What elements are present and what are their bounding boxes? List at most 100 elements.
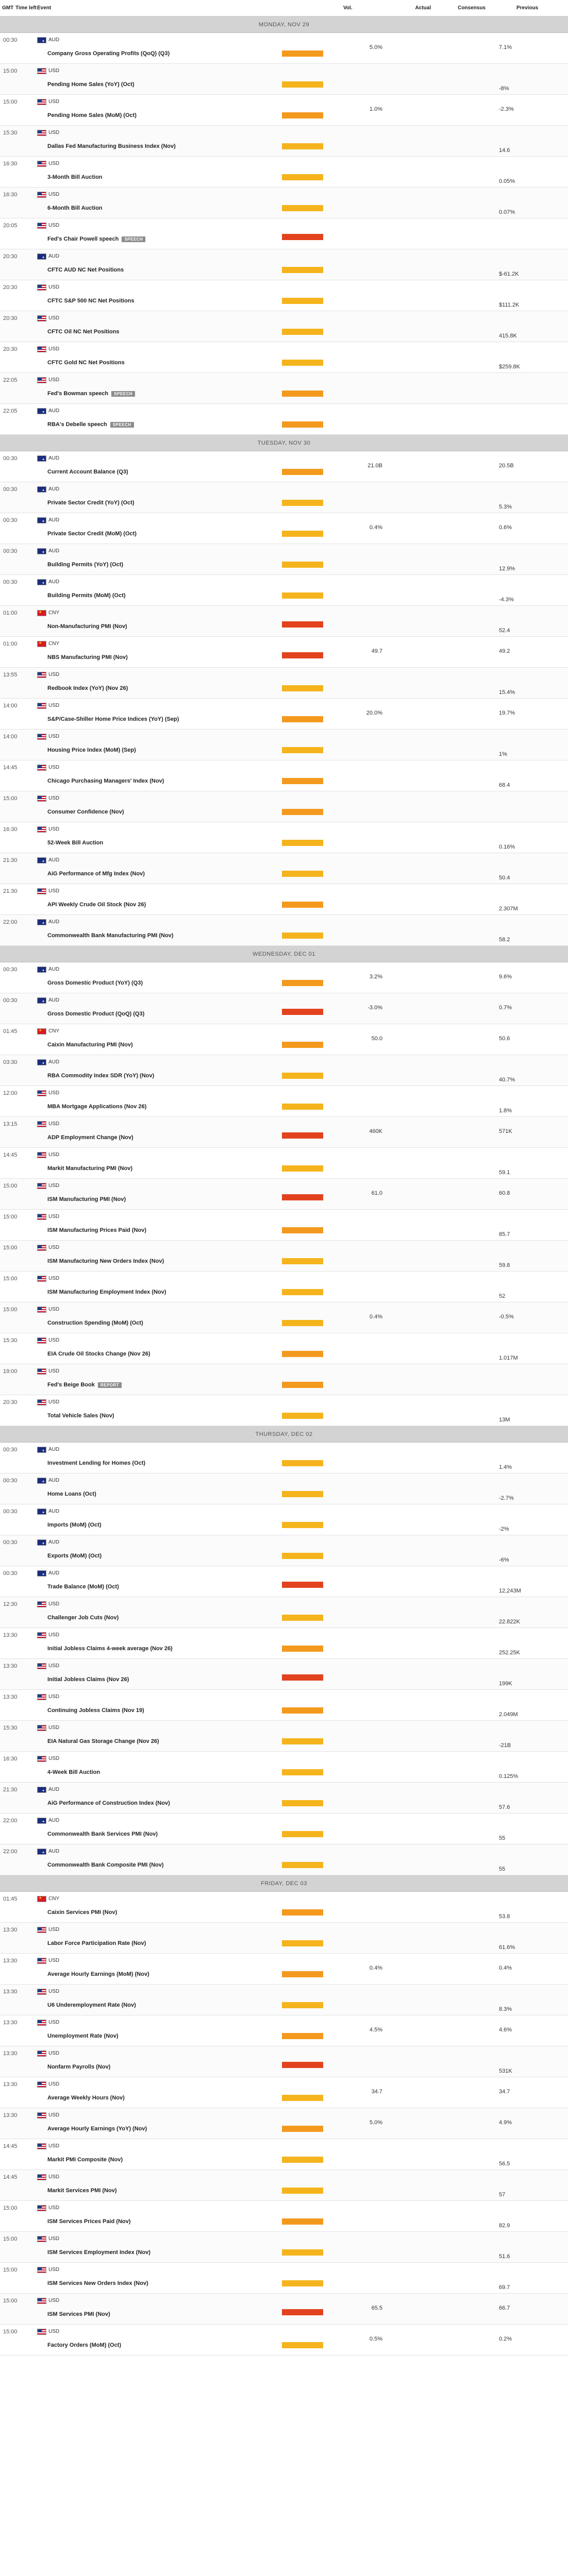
event-name[interactable]: Consumer Confidence (Nov) (47, 809, 124, 815)
event-row[interactable]: 21:30 AUD AiG Performance of Mfg Index (No… (0, 853, 568, 884)
event-name[interactable]: S&P/Case-Shiller Home Price Indices (YoY… (47, 716, 179, 722)
event-row[interactable]: 14:00 USD Housing Price Index (MoM) (Sep) 1… (0, 730, 568, 760)
event-row[interactable]: 14:45 USD Markit Services PMI (Nov) 57 (0, 2170, 568, 2201)
event-name[interactable]: ISM Services Employment Index (Nov) (47, 2249, 151, 2256)
event-row[interactable]: 13:30 USD Initial Jobless Claims 4-week av… (0, 1628, 568, 1659)
event-name[interactable]: Continuing Jobless Claims (Nov 19) (47, 1707, 144, 1714)
event-row[interactable]: 00:30 AUD Imports (MoM) (Oct) -2% (0, 1504, 568, 1535)
event-name[interactable]: API Weekly Crude Oil Stock (Nov 26) (47, 902, 146, 908)
event-name[interactable]: Imports (MoM) (Oct) (47, 1522, 102, 1528)
event-name[interactable]: U6 Underemployment Rate (Nov) (47, 2002, 136, 2008)
event-row[interactable]: 13:30 USD Average Hourly Earnings (MoM) (N… (0, 1954, 568, 1985)
event-row[interactable]: 13:30 USD U6 Underemployment Rate (Nov) 8.3… (0, 1985, 568, 2015)
event-name[interactable]: CFTC AUD NC Net Positions (47, 267, 124, 273)
event-row[interactable]: 00:30 AUD Current Account Balance (Q3) 21.0… (0, 451, 568, 482)
event-name[interactable]: Trade Balance (MoM) (Oct) (47, 1584, 119, 1590)
event-row[interactable]: 13:30 USD Initial Jobless Claims (Nov 26) 1… (0, 1659, 568, 1690)
event-row[interactable]: 22:05 USD Fed's Bowman speech SPEECH (0, 373, 568, 404)
event-row[interactable]: 13:30 USD Labor Force Participation Rate (… (0, 1923, 568, 1954)
event-row[interactable]: 03:30 AUD RBA Commodity Index SDR (YoY) (N… (0, 1055, 568, 1086)
event-row[interactable]: 20:30 USD Total Vehicle Sales (Nov) 13M (0, 1395, 568, 1426)
event-row[interactable]: 01:00 CNY Non-Manufacturing PMI (Nov) 52.4 (0, 606, 568, 637)
event-name[interactable]: Commonwealth Bank Manufacturing PMI (Nov… (47, 933, 174, 939)
event-name[interactable]: CFTC Gold NC Net Positions (47, 360, 125, 366)
event-row[interactable]: 21:30 AUD AiG Performance of Construction … (0, 1783, 568, 1814)
event-row[interactable]: 13:30 USD Continuing Jobless Claims (Nov 1… (0, 1690, 568, 1721)
event-name[interactable]: Building Permits (YoY) (Oct) (47, 562, 124, 568)
event-row[interactable]: 15:00 USD ISM Services Prices Paid (Nov) 82… (0, 2201, 568, 2232)
event-row[interactable]: 22:00 AUD Commonwealth Bank Composite PMI … (0, 1844, 568, 1875)
event-name[interactable]: Fed's Bowman speech (47, 391, 109, 397)
event-row[interactable]: 15:00 USD Pending Home Sales (MoM) (Oct) 1.… (0, 95, 568, 126)
event-row[interactable]: 15:00 USD Factory Orders (MoM) (Oct) 0.5% 0.… (0, 2325, 568, 2355)
event-row[interactable]: 15:30 USD EIA Natural Gas Storage Change (… (0, 1721, 568, 1752)
event-row[interactable]: 16:30 USD 4-Week Bill Auction 0.125% (0, 1752, 568, 1783)
event-name[interactable]: Home Loans (Oct) (47, 1491, 96, 1497)
event-name[interactable]: 6-Month Bill Auction (47, 205, 103, 211)
event-name[interactable]: Initial Jobless Claims (Nov 26) (47, 1676, 129, 1683)
event-row[interactable]: 21:30 USD API Weekly Crude Oil Stock (Nov … (0, 884, 568, 915)
event-name[interactable]: Company Gross Operating Profits (QoQ) (Q… (47, 50, 170, 57)
event-name[interactable]: Average Hourly Earnings (YoY) (Nov) (47, 2126, 147, 2132)
event-name[interactable]: Total Vehicle Sales (Nov) (47, 1413, 114, 1419)
event-row[interactable]: 15:00 USD Pending Home Sales (YoY) (Oct) -8… (0, 64, 568, 95)
event-row[interactable]: 15:00 USD ISM Manufacturing New Orders Ind… (0, 1241, 568, 1272)
event-name[interactable]: Caixin Manufacturing PMI (Nov) (47, 1042, 133, 1048)
event-name[interactable]: MBA Mortgage Applications (Nov 26) (47, 1104, 147, 1110)
event-row[interactable]: 13:30 USD Nonfarm Payrolls (Nov) 531K (0, 2046, 568, 2077)
event-row[interactable]: 01:45 CNY Caixin Services PMI (Nov) 53.8 (0, 1892, 568, 1923)
event-row[interactable]: 16:30 USD 6-Month Bill Auction 0.07% (0, 188, 568, 218)
event-row[interactable]: 15:00 USD ISM Services Employment Index (N… (0, 2232, 568, 2263)
event-name[interactable]: Caixin Services PMI (Nov) (47, 1909, 118, 1916)
event-name[interactable]: 52-Week Bill Auction (47, 840, 104, 846)
event-name[interactable]: ADP Employment Change (Nov) (47, 1134, 133, 1141)
event-row[interactable]: 22:00 AUD Commonwealth Bank Manufacturing … (0, 915, 568, 946)
event-row[interactable]: 14:45 USD Markit Manufacturing PMI (Nov) 59… (0, 1148, 568, 1179)
event-row[interactable]: 15:00 USD ISM Manufacturing Prices Paid (N… (0, 1210, 568, 1241)
event-row[interactable]: 14:45 USD Chicago Purchasing Managers' Ind… (0, 760, 568, 791)
event-row[interactable]: 15:00 USD ISM Services PMI (Nov) 65.5 66.7 (0, 2294, 568, 2325)
event-name[interactable]: Markit Manufacturing PMI (Nov) (47, 1165, 133, 1172)
event-row[interactable]: 16:30 USD 52-Week Bill Auction 0.16% (0, 822, 568, 853)
event-row[interactable]: 00:30 AUD Home Loans (Oct) -2.7% (0, 1473, 568, 1504)
event-name[interactable]: Average Hourly Earnings (MoM) (Nov) (47, 1971, 149, 1977)
event-name[interactable]: Challenger Job Cuts (Nov) (47, 1615, 119, 1621)
event-row[interactable]: 00:30 AUD Private Sector Credit (YoY) (Oct… (0, 482, 568, 513)
event-row[interactable]: 15:00 USD Construction Spending (MoM) (Oct… (0, 1302, 568, 1333)
event-row[interactable]: 00:30 AUD Investment Lending for Homes (Oc… (0, 1443, 568, 1473)
event-name[interactable]: Pending Home Sales (MoM) (Oct) (47, 112, 137, 118)
event-name[interactable]: Markit PMI Composite (Nov) (47, 2157, 123, 2163)
event-row[interactable]: 13:15 USD ADP Employment Change (Nov) 460K 5… (0, 1117, 568, 1148)
event-name[interactable]: ISM Manufacturing Prices Paid (Nov) (47, 1227, 146, 1233)
event-name[interactable]: Exports (MoM) (Oct) (47, 1553, 102, 1559)
event-row[interactable]: 00:30 AUD Exports (MoM) (Oct) -6% (0, 1535, 568, 1566)
event-name[interactable]: Redbook Index (YoY) (Nov 26) (47, 685, 128, 691)
event-name[interactable]: Current Account Balance (Q3) (47, 469, 128, 475)
event-name[interactable]: ISM Services New Orders Index (Nov) (47, 2280, 148, 2286)
event-row[interactable]: 00:30 AUD Building Permits (YoY) (Oct) 12.9… (0, 544, 568, 575)
event-row[interactable]: 20:30 AUD CFTC AUD NC Net Positions $-61.2K (0, 249, 568, 280)
event-name[interactable]: 3-Month Bill Auction (47, 174, 103, 180)
event-name[interactable]: Commonwealth Bank Services PMI (Nov) (47, 1831, 158, 1837)
event-name[interactable]: EIA Natural Gas Storage Change (Nov 26) (47, 1738, 159, 1744)
event-row[interactable]: 22:00 AUD Commonwealth Bank Services PMI (… (0, 1814, 568, 1844)
event-row[interactable]: 00:30 AUD Trade Balance (MoM) (Oct) 12,243M (0, 1566, 568, 1597)
event-name[interactable]: Fed's Chair Powell speech (47, 236, 119, 242)
event-name[interactable]: Dallas Fed Manufacturing Business Index … (47, 143, 176, 149)
event-row[interactable]: 20:05 USD Fed's Chair Powell speech SPEECH (0, 218, 568, 249)
event-name[interactable]: Gross Domestic Product (QoQ) (Q3) (47, 1011, 145, 1017)
event-row[interactable]: 00:30 AUD Gross Domestic Product (YoY) (Q3… (0, 962, 568, 993)
event-name[interactable]: RBA Commodity Index SDR (YoY) (Nov) (47, 1073, 155, 1079)
event-name[interactable]: Nonfarm Payrolls (Nov) (47, 2064, 111, 2070)
event-row[interactable]: 01:45 CNY Caixin Manufacturing PMI (Nov) 50… (0, 1024, 568, 1055)
event-row[interactable]: 00:30 AUD Private Sector Credit (MoM) (Oct… (0, 513, 568, 544)
event-row[interactable]: 15:00 USD ISM Manufacturing Employment Ind… (0, 1272, 568, 1302)
event-name[interactable]: Private Sector Credit (MoM) (Oct) (47, 531, 137, 537)
event-row[interactable]: 14:00 USD S&P/Case-Shiller Home Price Indi… (0, 699, 568, 730)
event-row[interactable]: 13:30 USD Average Weekly Hours (Nov) 34.7 34… (0, 2077, 568, 2108)
event-row[interactable]: 13:30 USD Unemployment Rate (Nov) 4.5% 4.6% (0, 2015, 568, 2046)
event-name[interactable]: Non-Manufacturing PMI (Nov) (47, 623, 127, 630)
event-name[interactable]: 4-Week Bill Auction (47, 1769, 101, 1775)
event-name[interactable]: Initial Jobless Claims 4-week average (N… (47, 1646, 173, 1652)
